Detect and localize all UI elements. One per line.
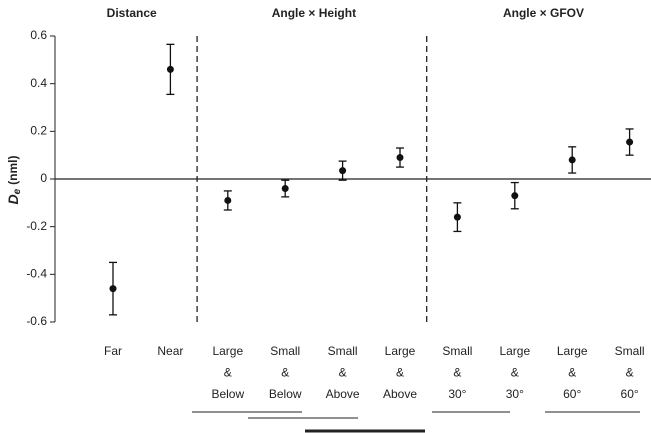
y-tick-label: -0.4 bbox=[26, 267, 47, 281]
x-tick-label: & bbox=[626, 366, 634, 380]
point bbox=[396, 154, 404, 162]
y-unit: (nml) bbox=[6, 155, 20, 184]
x-tick-label: Far bbox=[104, 344, 122, 358]
group-title: Distance bbox=[107, 6, 157, 20]
x-tick-label: & bbox=[396, 366, 404, 380]
point bbox=[281, 185, 289, 193]
x-tick-label: Above bbox=[326, 387, 360, 401]
x-tick-label: & bbox=[281, 366, 289, 380]
y-tick-label: 0.6 bbox=[30, 28, 47, 42]
point bbox=[568, 156, 576, 164]
x-tick-label: Below bbox=[211, 387, 244, 401]
point bbox=[453, 213, 461, 221]
y-tick-label: 0.4 bbox=[30, 76, 47, 90]
group-title: Angle × GFOV bbox=[503, 6, 584, 20]
x-tick-label: & bbox=[339, 366, 347, 380]
point bbox=[166, 65, 174, 73]
x-tick-label: Near bbox=[157, 344, 183, 358]
x-tick-label: 60° bbox=[621, 387, 639, 401]
point bbox=[511, 192, 519, 200]
x-tick-label: Large bbox=[385, 344, 416, 358]
x-tick-label: & bbox=[224, 366, 232, 380]
point bbox=[109, 285, 117, 293]
point bbox=[339, 167, 347, 175]
x-tick-label: & bbox=[511, 366, 519, 380]
x-tick-label: Small bbox=[442, 344, 472, 358]
x-tick-label: & bbox=[453, 366, 461, 380]
x-tick-label: Small bbox=[615, 344, 645, 358]
point bbox=[224, 196, 232, 204]
point bbox=[626, 138, 634, 146]
x-tick-label: Large bbox=[557, 344, 588, 358]
x-tick-label: Below bbox=[269, 387, 302, 401]
group-title: Angle × Height bbox=[272, 6, 356, 20]
x-tick-label: 30° bbox=[448, 387, 466, 401]
x-tick-label: Small bbox=[328, 344, 358, 358]
y-symbol: D bbox=[5, 194, 21, 204]
x-tick-label: & bbox=[568, 366, 576, 380]
y-tick-label: -0.6 bbox=[26, 314, 47, 328]
y-axis-label: De (nml) bbox=[5, 155, 23, 204]
x-tick-label: Large bbox=[212, 344, 243, 358]
y-tick-label: 0 bbox=[40, 171, 47, 185]
y-subscript: e bbox=[12, 188, 23, 194]
y-tick-label: -0.2 bbox=[26, 219, 47, 233]
x-tick-label: 60° bbox=[563, 387, 581, 401]
x-tick-label: 30° bbox=[506, 387, 524, 401]
x-tick-label: Large bbox=[499, 344, 530, 358]
x-tick-label: Above bbox=[383, 387, 417, 401]
y-tick-label: 0.2 bbox=[30, 124, 47, 138]
x-tick-label: Small bbox=[270, 344, 300, 358]
